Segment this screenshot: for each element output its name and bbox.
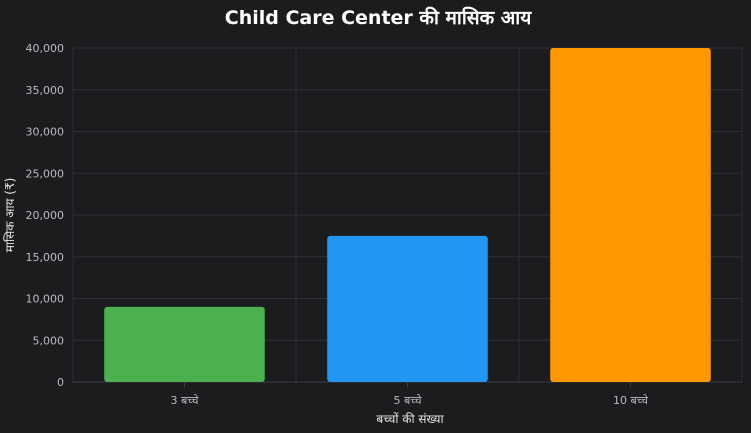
y-axis-ticks: 0 5,000 10,000 15,000 20,000 25,000 30,000 35,0… [26,42,65,389]
y-tick-label: 35,000 [26,84,65,97]
bar-2[interactable] [327,235,488,382]
y-tick-label: 10,000 [26,293,65,306]
bars [104,48,711,382]
y-tick-label: 0 [57,376,64,389]
x-tick-label: 5 बच्चे [394,394,423,407]
x-axis-ticks: 3 बच्चे 5 बच्चे 10 बच्चे [171,382,649,407]
y-tick-label: 15,000 [26,251,65,264]
x-tick-label: 10 बच्चे [613,394,649,407]
y-tick-label: 5,000 [33,334,65,347]
chart-title: Child Care Center की मासिक आय [225,6,532,29]
y-tick-label: 30,000 [26,126,65,139]
bar-3[interactable] [550,48,711,382]
y-axis-label: मासिक आय (₹) [3,178,17,253]
y-tick-label: 40,000 [26,42,65,55]
y-tick-label: 20,000 [26,209,65,222]
x-axis-label: बच्चों की संख्या [376,412,444,426]
x-tick-label: 3 बच्चे [171,394,200,407]
y-tick-label: 25,000 [26,167,65,180]
bar-1[interactable] [104,306,265,382]
